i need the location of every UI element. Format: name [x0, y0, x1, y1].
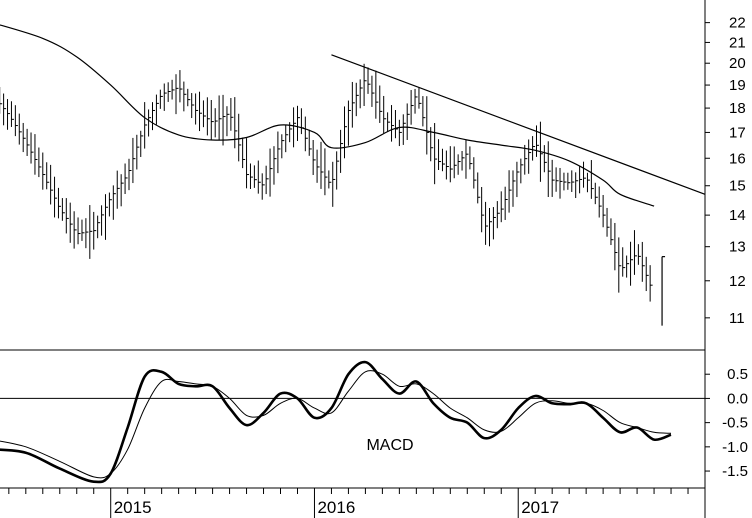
moving-average-line [0, 24, 655, 207]
price-tick-label: 12 [729, 273, 746, 290]
price-tick-label: 22 [729, 15, 746, 32]
year-tick-label: 2016 [317, 498, 355, 517]
price-tick-label: 13 [729, 239, 746, 256]
price-tick-label: 19 [729, 77, 746, 94]
macd-tick-label: -1.0 [722, 439, 748, 456]
price-tick-label: 14 [729, 207, 746, 224]
macd-tick-label: 0.0 [727, 390, 748, 407]
price-tick-label: 11 [729, 310, 745, 327]
price-tick-label: 20 [729, 55, 746, 72]
trend-line [331, 54, 706, 195]
price-tick-label: 21 [729, 34, 746, 51]
macd-panel: 0.5 0.0 -0.5 -1.0 -1.5 MACD [0, 360, 748, 484]
price-tick-label: 15 [729, 178, 746, 195]
macd-signal-line [0, 370, 672, 479]
macd-tick-label: -1.5 [722, 463, 748, 480]
price-tick-label: 18 [729, 100, 746, 117]
year-tick-label: 2017 [521, 498, 559, 517]
macd-tick-label: -0.5 [722, 415, 748, 432]
macd-tick-label: 0.5 [727, 366, 748, 383]
year-tick-label: 2015 [114, 498, 152, 517]
price-tick-label: 16 [729, 150, 746, 167]
price-tick-label: 17 [729, 124, 746, 141]
time-axis: 2015 2016 2017 [0, 487, 706, 518]
macd-line [0, 360, 672, 484]
macd-label: MACD [366, 437, 413, 454]
